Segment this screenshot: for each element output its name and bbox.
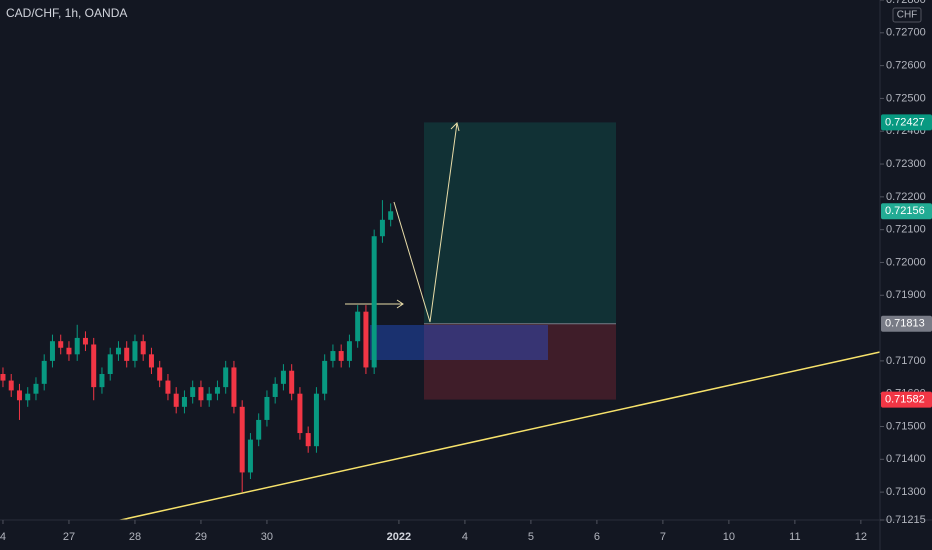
price-label: 0.71813 [885,318,925,330]
candle-body [206,393,212,401]
candle-body [363,311,369,368]
x-tick-label: 11 [789,531,800,543]
price-axis [880,0,932,550]
candle-body [247,439,253,473]
x-tick-label: 12 [855,531,867,543]
x-tick-label: 28 [129,531,141,543]
candle-body [198,387,204,401]
candle-body [264,396,270,420]
price-label: 0.72156 [885,205,925,217]
candle-body [33,383,39,394]
arrow-head [450,122,460,132]
y-tick-label: 0.72800 [886,0,926,6]
x-tick-label: 6 [594,531,600,543]
x-tick-label: 4 [0,531,6,543]
chart-title: CAD/CHF, 1h, OANDA [6,6,127,20]
candle-body [82,337,88,345]
candle-body [173,393,179,407]
price-label: 0.71582 [885,394,925,406]
candle-body [41,360,47,384]
stop-zone [424,323,616,400]
candle-body [313,393,319,447]
candle-body [379,219,385,237]
price-label-bg [881,315,932,332]
candle-body [231,367,237,407]
currency: CHF [897,10,918,21]
y-tick-label: 0.72700 [886,27,926,39]
candle-body [214,387,220,394]
candle-body [272,383,278,397]
y-tick-label: 0.72600 [886,60,926,72]
y-tick-label: 0.71900 [886,289,926,301]
candle-body [322,360,328,394]
y-tick-label: 0.71400 [886,453,926,465]
candle-body [297,393,303,434]
x-tick-label: 29 [195,531,207,543]
candle-body [223,367,229,388]
candle-body [289,370,295,394]
candle-body [190,387,196,397]
y-tick-label: 0.71300 [886,486,926,498]
candle-body [58,341,64,348]
x-tick-label: 30 [261,531,273,543]
y-tick-label: 0.71215 [886,514,926,526]
candle-body [338,351,344,361]
candle-body [165,380,171,394]
x-tick-label: 7 [660,531,666,543]
position-tool [424,122,616,400]
y-tick-label: 0.72500 [886,92,926,104]
candle-body [388,211,394,220]
candle-body [124,347,130,361]
candle-body [16,390,22,401]
x-tick-label: 5 [528,531,534,543]
x-tick-label: 10 [723,531,735,543]
y-tick-label: 0.72300 [886,158,926,170]
price-label-bg [881,391,932,408]
candle-body [25,393,31,401]
candle-body [91,344,97,388]
candle-body [107,354,113,375]
price-label: 0.72427 [885,116,925,128]
time-axis [0,520,932,550]
candle-body [0,374,6,381]
candle-body [66,347,72,355]
candle-body [346,341,352,361]
y-tick-label: 0.72100 [886,224,926,236]
candle-body [256,419,262,440]
candle-body [99,374,105,388]
x-tick-label: 2022 [387,531,411,543]
candle-body [157,367,163,381]
candle-body [148,354,154,368]
candle-body [371,236,377,368]
x-tick-label: 27 [63,531,75,543]
candle-body [74,337,80,355]
y-tick-label: 0.71500 [886,420,926,432]
candle-body [355,311,361,342]
candle-body [132,341,138,361]
path-arrow [393,122,458,323]
candle-body [305,433,311,447]
y-tick-label: 0.71700 [886,355,926,367]
y-tick-label: 0.72000 [886,256,926,268]
price-label-bg [881,114,932,131]
candle-body [330,351,336,361]
currency-box [892,7,922,23]
price-label-bg [881,203,932,220]
candle-body [140,341,146,355]
target-zone [424,122,616,324]
trend-line [106,351,881,524]
candle-body [239,406,245,473]
arrow-head [396,299,404,309]
candles [0,200,394,493]
candle-body [181,396,187,407]
y-tick-label: 0.72200 [886,191,926,203]
candle-body [280,370,286,384]
candle-body [115,347,121,355]
candle-body [49,341,55,361]
candle-body [8,380,14,391]
x-tick-label: 4 [462,531,468,543]
range-box [370,325,548,360]
